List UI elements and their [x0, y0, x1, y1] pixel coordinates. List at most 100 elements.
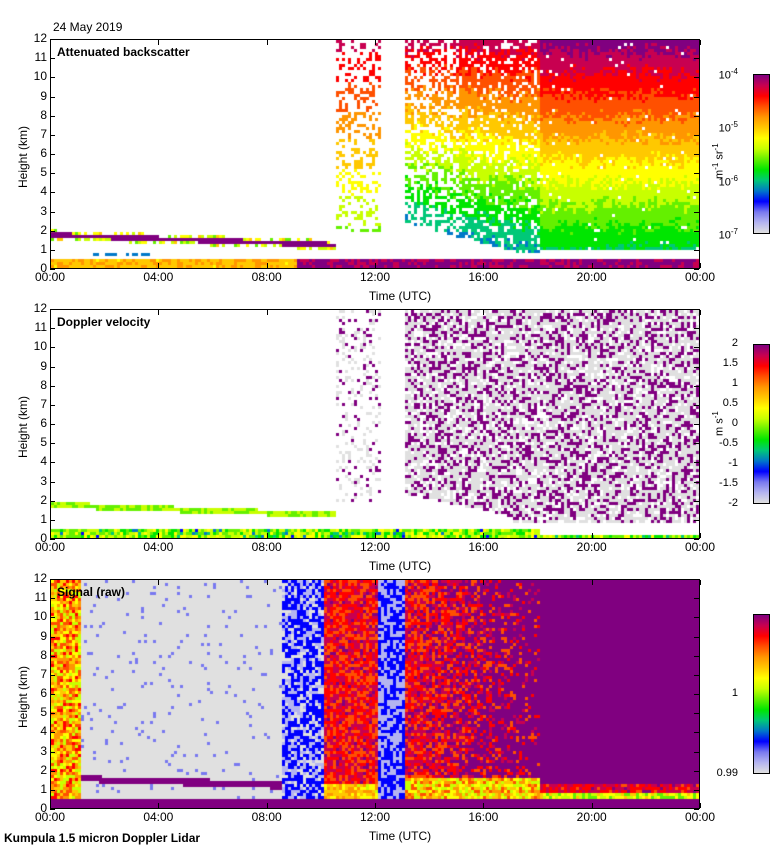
x-axis-label: Time (UTC)	[368, 829, 432, 843]
y-tick-mark	[694, 385, 699, 387]
y-tick-mark	[694, 462, 699, 464]
y-tick-label: 11	[34, 590, 47, 605]
x-tick-mark	[483, 310, 485, 315]
colorbar-tick-label: 0.5	[722, 397, 738, 409]
y-tick-mark	[50, 154, 55, 155]
y-tick-mark	[50, 713, 55, 715]
y-tick-mark	[50, 539, 55, 540]
y-tick-mark	[50, 249, 55, 251]
x-tick-label: 08:00	[251, 540, 282, 554]
x-tick-label: 12:00	[359, 270, 391, 284]
y-tick-label: 0	[40, 261, 47, 275]
y-tick-mark	[694, 674, 699, 676]
y-tick-label: 0	[40, 801, 47, 815]
y-tick-label: 5	[40, 165, 47, 180]
x-tick-label: 00:00	[684, 270, 716, 284]
colorbar-tick-label: 10-7	[698, 227, 738, 242]
y-tick-mark	[50, 519, 55, 521]
x-tick-mark	[700, 533, 701, 538]
x-tick-mark	[50, 533, 51, 538]
y-tick-mark	[694, 789, 699, 791]
panel-attenuated-backscatter: Attenuated backscatter	[50, 39, 700, 269]
y-tick-mark	[694, 58, 699, 60]
y-tick-label: 7	[40, 666, 47, 681]
x-tick-label: 00:00	[34, 540, 66, 554]
x-tick-mark	[50, 580, 51, 585]
y-tick-mark	[694, 347, 699, 349]
y-tick-mark	[50, 385, 55, 387]
y-tick-mark	[50, 751, 55, 753]
y-tick-mark	[50, 192, 55, 194]
y-tick-label: 12	[33, 571, 47, 585]
y-tick-label: 4	[40, 724, 47, 739]
y-tick-label: 6	[40, 416, 47, 430]
x-tick-label: 08:00	[251, 270, 282, 284]
y-tick-label: 1	[40, 511, 47, 526]
y-tick-label: 8	[40, 647, 47, 662]
y-tick-mark	[50, 732, 55, 734]
y-tick-mark	[50, 77, 55, 79]
y-tick-label: 7	[40, 126, 47, 141]
x-tick-mark	[375, 40, 376, 45]
x-tick-mark	[700, 310, 701, 315]
colorbar-tick-label: 1	[731, 687, 738, 699]
y-tick-mark	[50, 211, 55, 213]
y-tick-mark	[50, 500, 55, 502]
y-tick-mark	[50, 366, 55, 368]
x-tick-mark	[483, 263, 485, 268]
x-tick-mark	[158, 533, 160, 538]
x-tick-mark	[266, 40, 268, 45]
tick-exponent: -5	[730, 120, 738, 130]
x-tick-mark	[158, 263, 160, 268]
x-tick-mark	[700, 803, 701, 808]
y-tick-mark	[50, 674, 55, 676]
y-tick-label: 5	[40, 435, 47, 450]
y-tick-mark	[50, 134, 55, 136]
y-tick-label: 10	[33, 69, 47, 84]
y-tick-mark	[694, 424, 699, 425]
y-tick-mark	[694, 655, 699, 657]
y-tick-mark	[694, 579, 699, 580]
y-tick-label: 11	[34, 320, 47, 335]
y-tick-mark	[694, 732, 699, 734]
y-tick-mark	[694, 269, 699, 270]
x-axis-label: Time (UTC)	[368, 559, 432, 573]
tick-base: 10	[718, 122, 731, 135]
y-tick-mark	[694, 598, 699, 600]
y-tick-mark	[50, 39, 55, 40]
y-tick-mark	[694, 809, 699, 810]
y-tick-mark	[694, 39, 699, 40]
y-tick-mark	[694, 617, 699, 619]
y-tick-mark	[694, 173, 699, 175]
y-tick-mark	[694, 309, 699, 310]
y-tick-mark	[694, 713, 699, 715]
y-tick-label: 5	[40, 705, 47, 720]
y-tick-label: 1	[40, 241, 47, 256]
y-tick-label: 10	[33, 609, 47, 624]
x-tick-mark	[700, 40, 701, 45]
colorbar-tick-label: 2	[731, 337, 738, 349]
x-tick-label: 12:00	[359, 810, 391, 824]
x-tick-mark	[591, 803, 593, 808]
panel-signal-raw-: Signal (raw)	[50, 579, 700, 809]
y-tick-mark	[50, 404, 55, 406]
y-tick-mark	[50, 655, 55, 657]
colorbar-tick-label: -1	[728, 457, 738, 469]
panel-title: Doppler velocity	[57, 315, 151, 329]
tick-base: 10	[718, 176, 731, 189]
colorbar-tick-label: 10-4	[698, 67, 738, 82]
x-tick-mark	[158, 40, 160, 45]
x-tick-label: 20:00	[576, 810, 607, 824]
x-tick-mark	[591, 310, 593, 315]
tick-exponent: -6	[730, 173, 738, 183]
x-tick-mark	[158, 310, 160, 315]
x-tick-mark	[375, 803, 376, 808]
y-axis-label: Height (km)	[16, 665, 30, 728]
y-tick-mark	[50, 579, 55, 580]
y-tick-mark	[694, 77, 699, 79]
colorbar-tick-label: 10-6	[698, 174, 738, 189]
x-tick-mark	[158, 580, 160, 585]
colorbar	[753, 344, 770, 504]
x-tick-mark	[700, 580, 701, 585]
y-tick-mark	[50, 462, 55, 464]
